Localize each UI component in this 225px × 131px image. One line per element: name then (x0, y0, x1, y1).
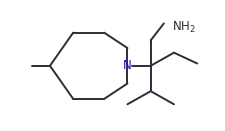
Text: NH$_2$: NH$_2$ (171, 20, 195, 35)
Text: N: N (123, 59, 131, 72)
